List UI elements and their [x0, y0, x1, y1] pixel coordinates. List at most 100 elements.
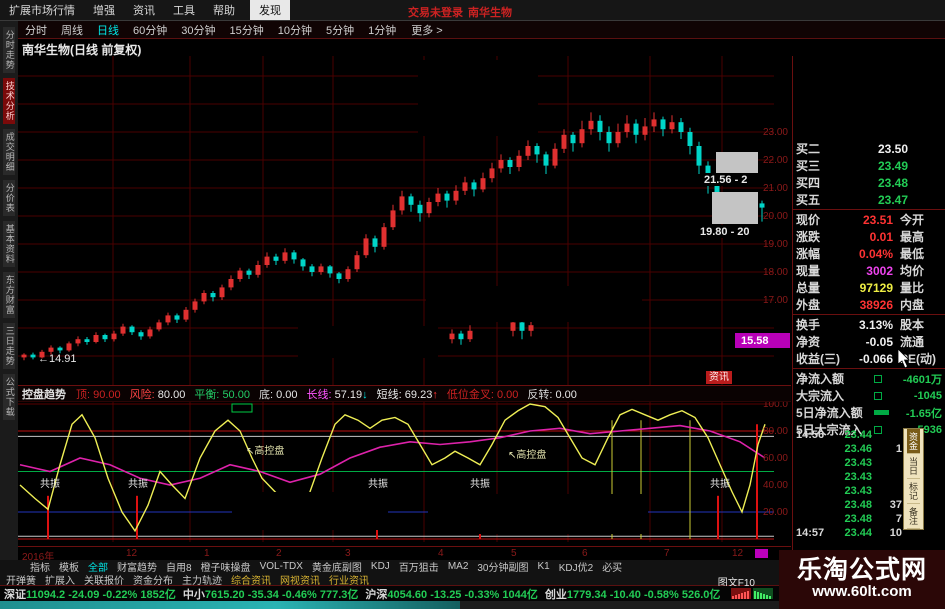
flow-row-value: -4601万 — [902, 373, 942, 386]
sidebar-item-分时走势[interactable]: 分时走势 — [3, 27, 15, 73]
index-quote-深证[interactable]: 深证11094.2 -24.09 -0.22% 1852亿 — [4, 586, 176, 602]
indicator-tab-自用8[interactable]: 自用8 — [166, 563, 192, 574]
index-name: 沪深 — [365, 588, 388, 601]
indicator-tab-橙子味操盘[interactable]: 橙子味操盘 — [200, 563, 251, 574]
period-more[interactable]: 更多 > — [411, 24, 443, 37]
indicator-canvas[interactable]: 共振 共振 共振 共振 共振 ↖高控盘 ↖高控盘 100.0 80.00 60.00 40.00 20… — [18, 402, 792, 560]
buy-row-买二[interactable]: 买二 23.50 — [793, 140, 945, 157]
info-row-value: -0.05 — [865, 334, 893, 349]
period-日线[interactable]: 日线 — [97, 24, 119, 37]
function-tab-行业资讯[interactable]: 行业资讯 — [329, 575, 369, 587]
buy-row-label: 买五 — [796, 193, 821, 207]
period-分时[interactable]: 分时 — [25, 24, 47, 37]
indicator-header[interactable]: 控盘趋势 顶: 90.00 风险: 80.00 平衡: 50.00 底: 0.00 长线… — [18, 385, 791, 402]
function-tab-综合资讯[interactable]: 综合资讯 — [231, 575, 271, 587]
tick-price: 23.48 — [844, 499, 872, 511]
time-axis-label: 3 — [345, 548, 351, 559]
f10-link[interactable]: 图文F10 — [717, 578, 755, 589]
indicator-tab-KDJ[interactable]: KDJ — [370, 561, 390, 572]
indicator-tab-VOL-TDX[interactable]: VOL-TDX — [259, 561, 303, 572]
sidebar-item-三日走势[interactable]: 三日走势 — [3, 323, 15, 369]
period-30分钟[interactable]: 30分钟 — [181, 24, 216, 37]
indicator-tab-全部[interactable]: 全部 — [88, 563, 108, 574]
indicator-tab-必买[interactable]: 必买 — [602, 563, 623, 574]
period-周线[interactable]: 周线 — [61, 24, 83, 37]
sidebar-item-基本资料[interactable]: 基本资料 — [3, 221, 15, 267]
mini-panel-item-备注[interactable]: 备注 — [907, 504, 920, 529]
price-range-label: 19.80 - 20 — [700, 226, 750, 238]
mini-panel-item-资金[interactable]: 资金 — [907, 429, 920, 454]
price-axis-label: 23.00 — [763, 127, 788, 138]
sidebar-item-公式下载[interactable]: 公式下载 — [3, 374, 15, 420]
tick-row: 23.46 1 — [792, 442, 904, 456]
indicator-tab-MA2[interactable]: MA2 — [447, 561, 469, 572]
time-axis-label: 2 — [276, 548, 282, 559]
function-tab-主力轨迹[interactable]: 主力轨迹 — [182, 575, 222, 587]
price-axis-label: 18.00 — [763, 267, 788, 278]
indicator-param-顶: 顶: 90.00 — [76, 386, 121, 401]
indicator-tab-财富趋势[interactable]: 财富趋势 — [117, 563, 157, 574]
indicator-tab-百万狙击[interactable]: 百万狙击 — [398, 563, 439, 574]
period-5分钟[interactable]: 5分钟 — [326, 24, 355, 37]
current-price-tag — [735, 333, 790, 348]
market-breadth-widget — [731, 588, 774, 599]
menu-item-扩展市场行情[interactable]: 扩展市场行情 — [9, 5, 75, 17]
mini-panel-item-当日[interactable]: 当日 — [907, 454, 920, 479]
indicator-param-平衡: 平衡: 50.00 — [194, 386, 250, 401]
index-quote-创业[interactable]: 创业1779.34 -10.40 -0.58% 526.0亿 — [545, 586, 721, 602]
menu-item-增强[interactable]: 增强 — [93, 5, 115, 17]
news-badge[interactable]: 资讯 — [706, 371, 732, 384]
function-tab-网视资讯[interactable]: 网视资讯 — [280, 575, 320, 587]
indicator-tab-黄金底副图[interactable]: 黄金底副图 — [311, 563, 362, 574]
watermark-url: www.60lt.com — [812, 583, 912, 600]
menu-item-资讯[interactable]: 资讯 — [133, 5, 155, 17]
flow-row-大宗流入[interactable]: 大宗流入 -1045 — [793, 387, 945, 404]
flow-row-label: 净流入额 — [796, 372, 845, 386]
buy-row-买四[interactable]: 买四 23.48 — [793, 174, 945, 191]
main-chart-canvas[interactable]: 21.56 - 2 19.80 - 20 23.00 22.00 21.00 20.00 1… — [18, 56, 792, 386]
menu-item-工具[interactable]: 工具 — [173, 5, 195, 17]
indicator-tab-K1[interactable]: K1 — [537, 561, 550, 572]
high-control-label: ↖高控盘 — [246, 444, 284, 457]
flow-row-5日净流入额[interactable]: 5日净流入额 -1.65亿 — [793, 404, 945, 421]
discover-tab[interactable]: 发现 — [250, 0, 290, 20]
indicator-tab-模板[interactable]: 模板 — [59, 563, 79, 574]
function-tab-资金分布[interactable]: 资金分布 — [133, 575, 173, 587]
flow-row-5日大宗流入[interactable]: 5日大宗流入 -5936 — [793, 421, 945, 438]
mini-panel-item-标记[interactable]: 标记 — [907, 479, 920, 504]
param-label: 低位金叉: — [446, 388, 497, 401]
function-tab-扩展入[interactable]: 扩展入 — [45, 575, 75, 587]
sidebar-item-分价表[interactable]: 分价表 — [3, 180, 15, 216]
index-value: 11094.2 — [26, 588, 69, 601]
sidebar-item-成交明细[interactable]: 成交明细 — [3, 129, 15, 175]
buy-row-price: 23.50 — [877, 141, 908, 156]
index-quote-中小[interactable]: 中小7615.20 -35.34 -0.46% 777.3亿 — [183, 586, 359, 602]
indicator-tab-30分钟副图[interactable]: 30分钟副图 — [477, 563, 529, 574]
period-1分钟[interactable]: 1分钟 — [368, 24, 397, 37]
tick-list: 14:56 23.44 23.46 1 23.43 23.43 23.43 23.48 37 23… — [792, 428, 904, 540]
period-15分钟[interactable]: 15分钟 — [229, 24, 264, 37]
function-tab-关联报价[interactable]: 关联报价 — [84, 575, 124, 587]
info-row-value: -0.066 — [858, 351, 893, 366]
sidebar-item-技术分析[interactable]: 技术分析 — [3, 78, 15, 124]
indicator-param-短线: 短线: 69.23↑ — [377, 386, 438, 401]
param-arrow: ↑ — [432, 388, 438, 401]
buy-row-买五[interactable]: 买五 23.47 — [793, 191, 945, 208]
function-tab-开弹簧[interactable]: 开弹簧 — [6, 575, 36, 587]
info-row-收益(三): 收益(三) -0.066 PE(动) — [793, 350, 945, 367]
chart-title: 南华生物(日线 前复权) — [22, 43, 142, 57]
flow-icon — [874, 410, 889, 415]
index-quote-沪深[interactable]: 沪深4054.60 -13.25 -0.33% 1044亿 — [365, 586, 537, 602]
info-row-value: 23.51 — [862, 212, 893, 227]
info-row-value: 0.04% — [858, 246, 893, 261]
sidebar-item-东方财富[interactable]: 东方财富 — [3, 272, 15, 318]
param-label: 底: — [258, 388, 277, 401]
period-60分钟[interactable]: 60分钟 — [133, 24, 168, 37]
period-10分钟[interactable]: 10分钟 — [277, 24, 312, 37]
price-axis-label: 17.00 — [763, 295, 788, 306]
indicator-tab-指标[interactable]: 指标 — [30, 563, 50, 574]
flow-row-净流入额[interactable]: 净流入额 -4601万 — [793, 370, 945, 387]
indicator-tab-KDJ优2[interactable]: KDJ优2 — [558, 563, 594, 574]
buy-row-买三[interactable]: 买三 23.49 — [793, 157, 945, 174]
menu-item-帮助[interactable]: 帮助 — [213, 5, 235, 17]
